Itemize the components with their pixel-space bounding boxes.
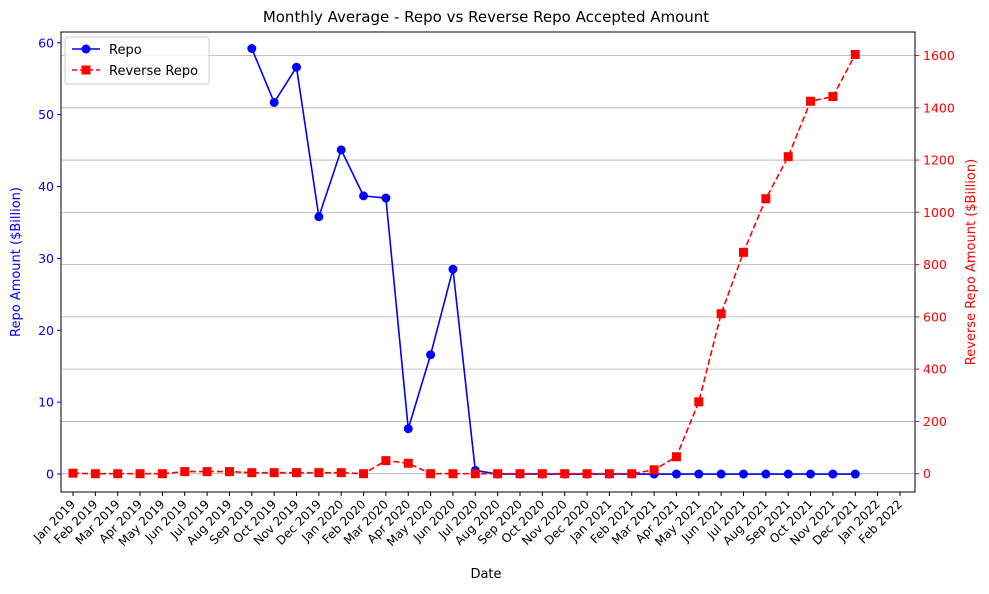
repo-point xyxy=(403,424,413,434)
reverse-repo-point xyxy=(336,468,346,478)
repo-point xyxy=(381,193,391,203)
chart-title: Monthly Average - Repo vs Reverse Repo A… xyxy=(263,8,709,26)
reverse-repo-point xyxy=(157,469,167,479)
right-axis-tick-label: 800 xyxy=(923,257,947,272)
right-axis-tick-label: 600 xyxy=(923,309,947,324)
repo-point xyxy=(694,469,704,479)
legend-reverse-repo-label: Reverse Repo xyxy=(109,64,198,79)
legend-box xyxy=(64,36,210,85)
legend: Repo Reverse Repo xyxy=(64,36,210,85)
repo-point xyxy=(336,145,346,155)
reverse-repo-point xyxy=(828,92,838,102)
reverse-repo-point xyxy=(135,469,145,479)
reverse-repo-point xyxy=(627,469,637,479)
repo-point xyxy=(761,469,771,479)
reverse-repo-point xyxy=(403,458,413,468)
reverse-repo-point xyxy=(649,465,659,475)
repo-point xyxy=(850,469,860,479)
right-axis-label: Reverse Repo Amount ($Billion) xyxy=(964,159,979,365)
repo-point xyxy=(739,469,748,479)
reverse-repo-point xyxy=(515,469,525,479)
repo-point xyxy=(292,62,301,72)
repo-point xyxy=(247,44,257,54)
reverse-repo-point xyxy=(694,397,704,407)
reverse-repo-point xyxy=(537,469,547,479)
legend-repo-label: Repo xyxy=(109,43,142,58)
right-axis-tick-label: 400 xyxy=(923,362,947,377)
left-axis-label: Repo Amount ($Billion) xyxy=(9,187,24,337)
right-axis-tick-label: 200 xyxy=(923,414,947,429)
reverse-repo-point xyxy=(582,469,592,479)
repo-point xyxy=(269,97,279,107)
right-axis-tick-label: 1200 xyxy=(923,153,955,168)
reverse-repo-point xyxy=(292,468,301,478)
series-layer xyxy=(68,44,860,479)
reverse-repo-point xyxy=(739,247,748,257)
reverse-repo-point xyxy=(269,468,279,478)
repo-point xyxy=(671,469,681,479)
reverse-repo-point xyxy=(493,469,503,479)
repo-point xyxy=(314,212,324,222)
reverse-repo-point xyxy=(426,469,436,479)
reverse-repo-point xyxy=(90,469,100,479)
reverse-repo-point xyxy=(180,467,190,477)
right-axis-tick-label: 1400 xyxy=(923,100,955,115)
left-axis-tick-label: 20 xyxy=(38,323,54,338)
right-axis-tick-label: 1600 xyxy=(923,48,955,63)
reverse-repo-point xyxy=(761,194,771,204)
reverse-repo-point xyxy=(247,468,257,478)
repo-point xyxy=(716,469,726,479)
x-axis-label: Date xyxy=(470,567,501,582)
right-axis-tick-label: 0 xyxy=(923,466,931,481)
reverse-repo-point xyxy=(68,468,78,478)
repo-point xyxy=(783,469,793,479)
reverse-repo-point xyxy=(716,309,726,319)
reverse-repo-point xyxy=(470,469,480,479)
legend-reverse-repo-marker xyxy=(81,65,91,75)
reverse-repo-point xyxy=(671,452,681,462)
repo-point xyxy=(448,264,458,274)
legend-repo-marker xyxy=(81,44,91,54)
left-axis-tick-label: 0 xyxy=(46,467,54,482)
reverse-repo-point xyxy=(314,468,324,478)
repo-point xyxy=(828,469,838,479)
reverse-repo-point xyxy=(202,467,212,477)
repo-point xyxy=(426,350,436,360)
reverse-repo-point xyxy=(783,152,793,162)
reverse-repo-point xyxy=(448,469,458,479)
reverse-repo-point xyxy=(850,49,860,59)
reverse-repo-point xyxy=(359,469,369,479)
reverse-repo-point xyxy=(224,467,234,477)
reverse-repo-point xyxy=(806,96,816,106)
repo-point xyxy=(359,191,369,201)
right-axis-tick-label: 1000 xyxy=(923,205,955,220)
reverse-repo-point xyxy=(113,469,123,479)
left-axis-tick-label: 60 xyxy=(38,35,54,50)
left-axis-tick-label: 50 xyxy=(38,107,54,122)
reverse-repo-point xyxy=(604,469,614,479)
plot-frame xyxy=(60,31,916,493)
left-axis-tick-label: 30 xyxy=(38,251,54,266)
repo-point xyxy=(806,469,816,479)
reverse-repo-point xyxy=(381,456,391,466)
left-axis-tick-label: 10 xyxy=(38,395,54,410)
reverse-repo-point xyxy=(560,469,570,479)
left-axis-tick-label: 40 xyxy=(38,179,54,194)
